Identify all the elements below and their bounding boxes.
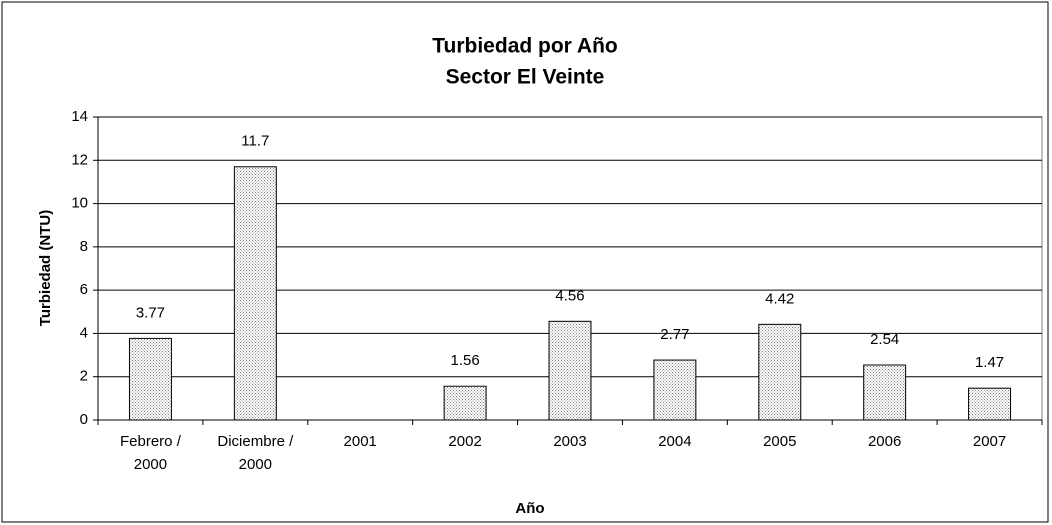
data-label: 11.7 [241, 133, 269, 150]
bar [653, 359, 697, 421]
y-tick-label: 0 [80, 411, 88, 428]
bar [233, 166, 277, 421]
bar [863, 364, 907, 421]
chart-title: Turbiedad por Año [432, 35, 617, 58]
bar [128, 337, 172, 421]
x-tick-label: 2004 [658, 433, 691, 450]
y-tick-label: 10 [71, 195, 88, 212]
y-tick-label: 2 [80, 368, 88, 385]
y-tick-label: 12 [71, 151, 88, 168]
chart-subtitle: Sector El Veinte [446, 66, 605, 89]
x-axis-title: Año [515, 500, 544, 517]
bar [443, 385, 487, 421]
bar [758, 323, 802, 421]
data-label: 1.56 [451, 352, 480, 369]
y-tick-label: 4 [80, 324, 88, 341]
data-label: 2.77 [660, 326, 689, 343]
x-tick-label: 2002 [448, 433, 481, 450]
x-tick-label: 2007 [973, 433, 1006, 450]
y-tick-label: 8 [80, 238, 88, 255]
data-label: 1.47 [975, 354, 1004, 371]
x-tick-label: 2003 [553, 433, 586, 450]
bar [968, 387, 1012, 421]
data-label: 2.54 [870, 331, 899, 348]
x-tick-label: 2001 [344, 433, 377, 450]
x-tick-label: 2006 [868, 433, 901, 450]
x-tick-label: Febrero /2000 [120, 433, 182, 473]
y-tick-label: 14 [71, 108, 88, 125]
data-label: 4.56 [555, 287, 584, 304]
data-label: 4.42 [765, 290, 794, 307]
y-tick-label: 6 [80, 281, 88, 298]
x-tick-label: 2005 [763, 433, 796, 450]
x-tick-label: Diciembre /2000 [217, 433, 294, 473]
data-label: 3.77 [136, 304, 165, 321]
bar [548, 320, 592, 421]
y-axis-title: Turbiedad (NTU) [37, 210, 54, 326]
